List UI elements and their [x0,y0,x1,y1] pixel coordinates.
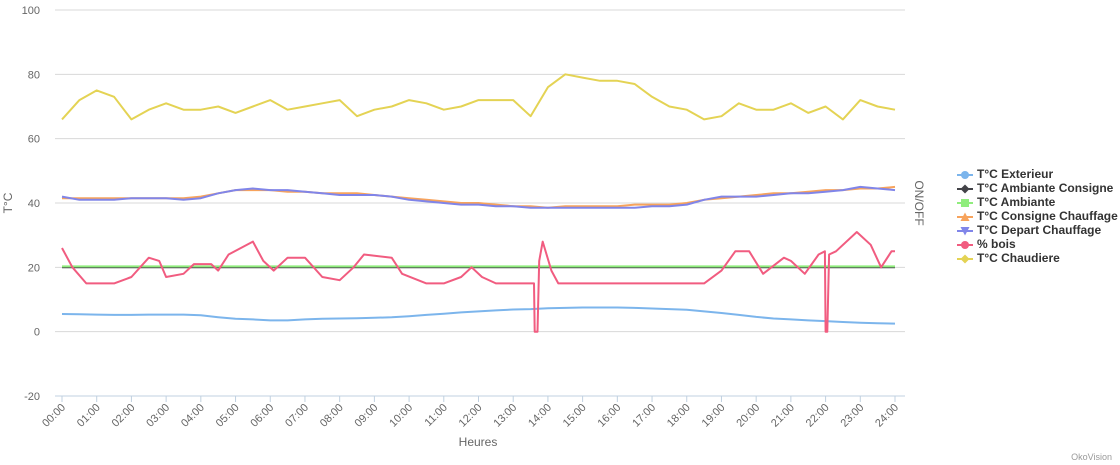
legend-label: T°C Ambiante [977,195,1056,209]
legend-marker [961,171,969,179]
legend-marker [960,254,970,264]
legend-item: T°C Ambiante [957,195,1056,209]
y-tick-label: 0 [34,327,40,339]
x-tick-label: 03:00 [144,402,172,430]
y-axis-title: T°C [1,192,15,213]
y-tick-label: -20 [24,391,40,403]
x-tick-label: 11:00 [423,402,450,429]
x-tick-label: 14:00 [526,402,554,430]
x-tick-label: 20:00 [734,402,762,430]
x-tick-label: 22:00 [804,402,832,430]
x-tick-label: 13:00 [491,402,519,430]
x-tick-label: 08:00 [318,402,346,430]
y-tick-label: 100 [22,5,40,17]
y-tick-label: 40 [28,198,40,210]
x-tick-label: 10:00 [387,402,415,430]
x-tick-label: 06:00 [248,402,276,430]
x-tick-label: 07:00 [283,402,311,430]
legend-marker [961,199,969,207]
series-line [61,185,896,209]
legend-marker [961,241,969,249]
y-tick-label: 60 [28,134,40,146]
legend-label: T°C Chaudiere [977,251,1060,265]
x-tick-label: 09:00 [353,402,381,430]
legend-marker [960,227,970,236]
x-tick-label: 05:00 [214,402,242,430]
legend-item: T°C Exterieur [957,167,1053,181]
x-tick-label: 01:00 [75,402,103,430]
y-tick-label: 20 [28,262,40,274]
legend-item: T°C Ambiante Consigne [957,181,1114,195]
x-tick-label: 24:00 [873,402,901,430]
series-line [61,231,895,333]
x-tick-label: 00:00 [40,402,68,430]
legend-item: T°C Consigne Chauffage [957,209,1118,223]
legend-item: % bois [957,237,1016,251]
x-tick-label: 19:00 [700,402,728,430]
x-tick-label: 18:00 [665,402,693,430]
legend-item: T°C Depart Chauffage [957,223,1101,237]
credits: OkoVision [1071,452,1112,462]
legend-marker [960,212,970,221]
legend-marker [960,184,970,194]
x-tick-label: 04:00 [179,402,207,430]
x-tick-label: 17:00 [630,402,658,430]
series-line [61,306,896,325]
legend-item: T°C Chaudiere [957,251,1060,265]
series-line [62,185,896,209]
legend-label: T°C Depart Chauffage [977,223,1101,237]
y2-axis-title: ON/OFF [912,180,926,225]
x-tick-label: 02:00 [110,402,138,430]
x-tick-label: 15:00 [561,402,589,430]
legend-label: T°C Ambiante Consigne [977,181,1114,195]
legend-label: T°C Exterieur [977,167,1053,181]
x-tick-label: 16:00 [596,402,624,430]
x-tick-label: 21:00 [769,402,797,430]
x-tick-label: 12:00 [457,402,485,430]
x-tick-label: 23:00 [838,402,866,430]
legend-label: % bois [977,237,1016,251]
legend-label: T°C Consigne Chauffage [977,209,1118,223]
x-axis-title: Heures [459,435,498,449]
series-line [61,73,896,121]
y-tick-label: 80 [28,69,40,81]
